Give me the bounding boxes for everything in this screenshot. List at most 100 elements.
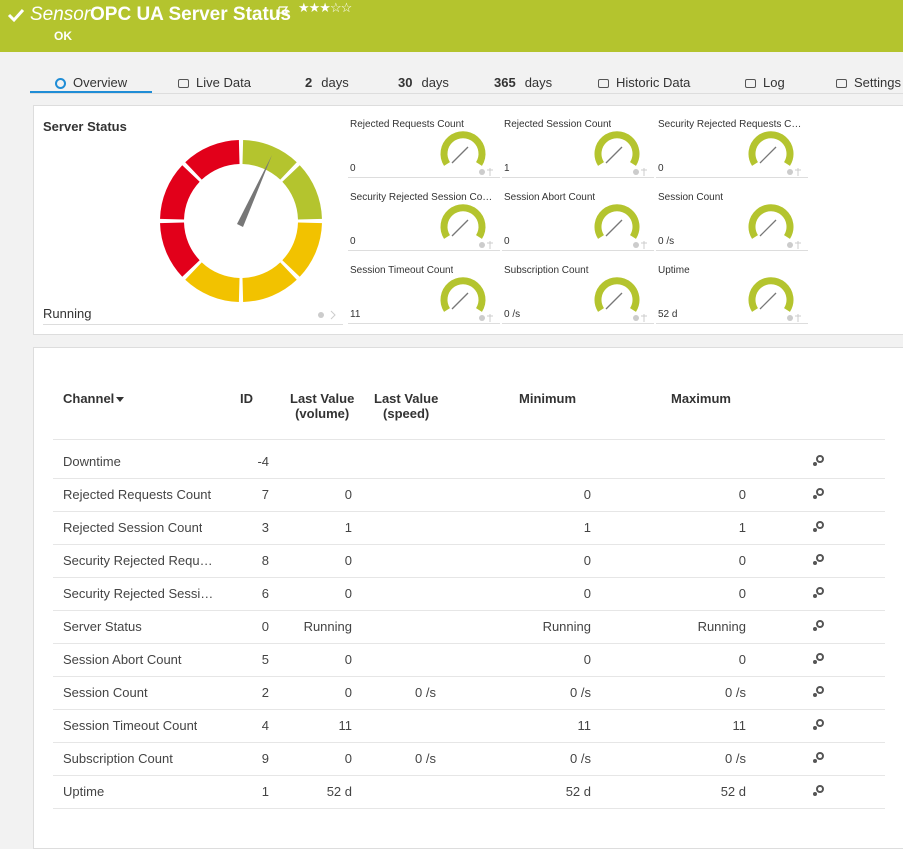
cell-id: 6 <box>262 586 269 601</box>
tab-icon <box>55 78 66 89</box>
cell-speed: 0 /s <box>415 685 436 700</box>
channel-settings[interactable] <box>812 685 826 699</box>
channel-settings[interactable] <box>812 586 826 600</box>
gauge-value: 0 /s <box>504 309 520 320</box>
tab-icon <box>745 79 756 88</box>
cell-channel: Rejected Requests Count <box>63 487 211 502</box>
tab-label: Log <box>763 75 785 90</box>
cell-maximum: 52 d <box>721 784 746 799</box>
tab-number: 30 <box>398 75 412 90</box>
column-header[interactable]: Last Value(volume) <box>290 391 354 436</box>
tab[interactable]: 365days <box>494 75 552 90</box>
tab[interactable]: Log <box>745 75 785 90</box>
cell-id: 9 <box>262 751 269 766</box>
column-header[interactable]: Minimum <box>519 391 582 406</box>
cell-id: 2 <box>262 685 269 700</box>
mini-gauge-needle <box>760 220 776 236</box>
sensor-title: OPC UA Server Status <box>90 4 291 26</box>
gear-small <box>813 627 817 631</box>
pin-icon <box>795 314 801 322</box>
cell-minimum: 11 <box>578 718 592 733</box>
tool-icon <box>633 169 639 175</box>
pin-icon <box>641 168 647 176</box>
tab[interactable]: Historic Data <box>598 75 690 90</box>
cell-maximum: 0 <box>739 553 746 568</box>
cell-volume: 0 <box>345 685 352 700</box>
gauge-segment <box>282 222 322 276</box>
cell-channel: Uptime <box>63 784 104 799</box>
rule <box>53 709 885 710</box>
gauge-name: Session Count <box>658 192 723 203</box>
channel-settings[interactable] <box>812 487 826 501</box>
cell-volume: 0 <box>345 487 352 502</box>
mini-gauge <box>438 203 498 251</box>
gauge-segment <box>160 222 200 276</box>
cell-channel: Session Timeout Count <box>63 718 197 733</box>
gear-small <box>813 693 817 697</box>
cell-minimum: 52 d <box>566 784 591 799</box>
cell-channel: Subscription Count <box>63 751 173 766</box>
gauge-value: 0 /s <box>658 236 674 247</box>
rule <box>53 775 885 776</box>
tab-label: days <box>421 75 448 90</box>
channel-settings[interactable] <box>812 718 826 732</box>
channel-settings[interactable] <box>812 454 826 468</box>
tab[interactable]: 30 days <box>398 75 449 90</box>
column-header-line: Last Value <box>374 391 438 406</box>
cell-channel: Session Abort Count <box>63 652 182 667</box>
channel-settings[interactable] <box>812 520 826 534</box>
column-header[interactable]: Channel <box>63 391 120 406</box>
cell-volume: 0 <box>345 553 352 568</box>
flag-icon[interactable] <box>276 5 290 19</box>
gauge-value: 0 <box>658 163 664 174</box>
tab[interactable]: Overview <box>55 75 127 90</box>
tool-icon <box>633 315 639 321</box>
gear <box>817 588 823 594</box>
gauge-value: 52 d <box>658 309 677 320</box>
mini-gauge-needle <box>606 147 622 163</box>
cell-maximum: 0 /s <box>725 751 746 766</box>
gauge-segment <box>282 165 322 219</box>
mini-gauge-needle <box>452 220 468 236</box>
gauge-needle <box>237 155 272 227</box>
cell-minimum: 0 /s <box>570 685 591 700</box>
cell-volume: Running <box>304 619 352 634</box>
rule <box>53 643 885 644</box>
gauge-tools[interactable] <box>316 310 340 320</box>
pin-icon <box>641 241 647 249</box>
channel-settings[interactable] <box>812 784 826 798</box>
priority-stars[interactable]: ★★★☆☆ <box>298 0 351 16</box>
tab-label: Live Data <box>196 75 251 90</box>
mini-gauge-needle <box>452 147 468 163</box>
cell-minimum: 0 <box>584 487 591 502</box>
cell-id: 7 <box>262 487 269 502</box>
rule <box>53 439 885 440</box>
column-header[interactable]: ID <box>240 391 259 406</box>
tool-icon <box>479 169 485 175</box>
channel-settings[interactable] <box>812 652 826 666</box>
tab-label: Settings <box>854 75 901 90</box>
sensor-prefix: Sensor <box>30 4 90 26</box>
channel-settings[interactable] <box>812 553 826 567</box>
gear-small <box>813 759 817 763</box>
gear <box>817 621 823 627</box>
cell-id: 5 <box>262 652 269 667</box>
gauge-value: 11 <box>350 309 360 320</box>
mini-gauge-ring <box>598 208 636 237</box>
tab[interactable]: 2days <box>305 75 349 90</box>
rule <box>53 808 885 809</box>
channel-settings[interactable] <box>812 751 826 765</box>
tab[interactable]: Live Data <box>178 75 251 90</box>
tab[interactable]: Settings <box>836 75 901 90</box>
column-header-text: ID <box>240 391 253 406</box>
rule <box>53 742 885 743</box>
column-header[interactable]: Maximum <box>671 391 737 406</box>
cell-minimum: Running <box>543 619 591 634</box>
cell-maximum: Running <box>698 619 746 634</box>
cell-channel: Rejected Session Count <box>63 520 202 535</box>
channel-settings[interactable] <box>812 619 826 633</box>
column-header[interactable]: Last Value(speed) <box>374 391 438 436</box>
gauge-name: Session Abort Count <box>504 192 595 203</box>
gear <box>817 720 823 726</box>
cell-maximum: 0 /s <box>725 685 746 700</box>
